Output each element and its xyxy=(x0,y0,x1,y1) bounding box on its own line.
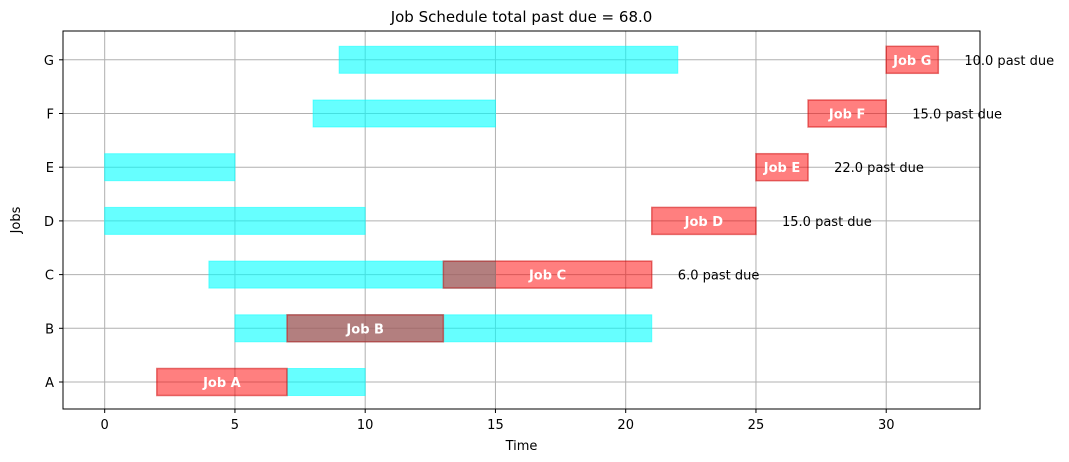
window-bar-e xyxy=(104,153,236,182)
scheduled-bar-g xyxy=(885,45,940,75)
scheduled-bar-label-d: Job D xyxy=(684,215,724,230)
window-bar-g xyxy=(338,45,679,74)
past-due-label-c: 6.0 past due xyxy=(678,269,760,284)
y-axis-label: Jobs xyxy=(9,206,24,234)
window-bar-d xyxy=(104,206,366,235)
scheduled-bar-b xyxy=(286,314,445,343)
x-tick-label: 0 xyxy=(101,418,109,433)
scheduled-bars xyxy=(156,45,940,397)
scheduled-bar-label-b: Job B xyxy=(345,322,384,337)
x-axis-label: Time xyxy=(505,439,538,454)
y-tick-label: C xyxy=(45,269,54,284)
window-bar-a xyxy=(286,368,366,396)
past-due-label-f: 15.0 past due xyxy=(912,108,1002,123)
chart-title: Job Schedule total past due = 68.0 xyxy=(390,8,653,26)
axis-ticks: 0 5 10 15 20 25 30 A B C D E F G xyxy=(44,54,895,433)
scheduled-bar-a xyxy=(156,367,288,397)
y-tick-label: A xyxy=(45,376,54,391)
past-due-label-g: 10.0 past due xyxy=(964,54,1054,69)
scheduled-bar-e xyxy=(755,152,809,182)
y-tick-label: E xyxy=(46,161,54,176)
plot-frame xyxy=(62,30,981,410)
scheduled-bar-label-c: Job C xyxy=(528,269,566,284)
scheduled-bar-label-f: Job F xyxy=(828,108,865,123)
scheduled-bar-f xyxy=(807,99,887,128)
window-bar-f xyxy=(312,99,496,128)
scheduled-bar-d xyxy=(651,206,757,236)
scheduled-bar-label-g: Job G xyxy=(892,54,931,69)
x-tick-label: 30 xyxy=(878,418,895,433)
y-tick-label: F xyxy=(47,108,54,123)
scheduled-bar-label-e: Job E xyxy=(763,161,800,176)
x-tick-label: 25 xyxy=(748,418,765,433)
x-tick-label: 15 xyxy=(487,418,504,433)
y-tick-label: B xyxy=(45,322,54,337)
past-due-label-d: 15.0 past due xyxy=(782,215,872,230)
past-due-label-e: 22.0 past due xyxy=(834,161,924,176)
scheduled-bar-c xyxy=(442,260,653,289)
y-tick-label: G xyxy=(44,54,54,69)
scheduled-bar-label-a: Job A xyxy=(202,376,241,391)
x-tick-label: 10 xyxy=(357,418,374,433)
x-tick-label: 20 xyxy=(617,418,634,433)
x-tick-label: 5 xyxy=(231,418,239,433)
y-tick-label: D xyxy=(44,215,54,230)
